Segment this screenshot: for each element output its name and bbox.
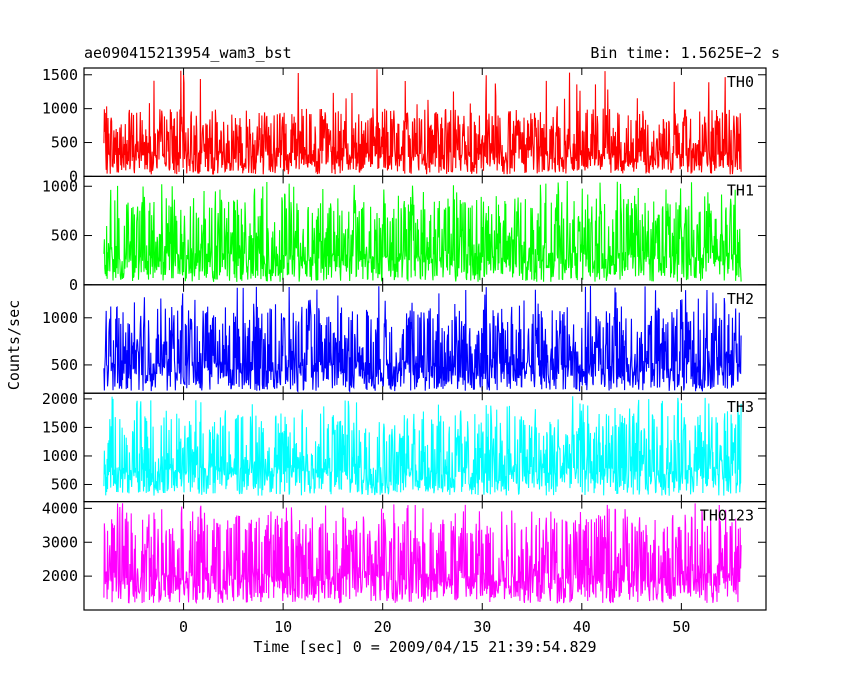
panel-name-label: TH2 xyxy=(727,290,754,308)
y-tick-label: 1000 xyxy=(42,309,78,327)
y-tick-label: 1000 xyxy=(42,447,78,465)
panel-th0: 0 500 1000 1500 TH0 xyxy=(42,66,767,185)
panel-th0123: 2000 3000 4000 TH0123 xyxy=(42,499,767,611)
y-axis-label: Counts/sec xyxy=(5,299,23,391)
y-tick-label: 500 xyxy=(51,227,78,245)
y-tick-label: 500 xyxy=(51,134,78,152)
panel-name-label: TH1 xyxy=(727,181,754,199)
y-tick-label: 500 xyxy=(51,475,78,493)
y-tick-label: 4000 xyxy=(42,499,78,517)
x-tick-label: 10 xyxy=(274,618,292,636)
panel-name-label: TH3 xyxy=(727,398,754,416)
y-tick-label: 1500 xyxy=(42,66,78,84)
panel-name-label: TH0123 xyxy=(700,507,754,525)
x-axis-label: Time [sec] 0 = 2009/04/15 21:39:54.829 xyxy=(253,638,597,656)
x-tick-label: 0 xyxy=(179,618,188,636)
x-tick-label: 50 xyxy=(672,618,690,636)
x-tick-label: 30 xyxy=(473,618,491,636)
chart-title: ae090415213954_wam3_bst xyxy=(84,44,292,62)
panel-name-label: TH0 xyxy=(727,73,754,91)
y-tick-label: 1000 xyxy=(42,177,78,195)
y-tick-label: 500 xyxy=(51,356,78,374)
y-tick-label: 0 xyxy=(69,167,78,185)
y-tick-label: 1500 xyxy=(42,418,78,436)
series-th1-trace xyxy=(103,180,742,282)
series-th0123-trace xyxy=(103,503,742,605)
series-th3-trace xyxy=(103,396,742,496)
panel-frame xyxy=(83,501,767,611)
y-tick-label: 2000 xyxy=(42,390,78,408)
series-th2-trace xyxy=(103,285,742,394)
x-tick-label: 40 xyxy=(573,618,591,636)
panel-th1: 0 500 1000 TH1 xyxy=(42,175,767,294)
x-tick-label: 20 xyxy=(374,618,392,636)
panel-th2: 500 1000 TH2 xyxy=(42,284,767,394)
bin-time-label: Bin time: 1.5625E−2 s xyxy=(590,44,780,62)
y-tick-label: 1000 xyxy=(42,100,78,118)
y-tick-label: 0 xyxy=(69,276,78,294)
panel-th3: 500 1000 1500 2000 TH3 xyxy=(42,390,767,503)
y-tick-label: 3000 xyxy=(42,533,78,551)
series-th0-trace xyxy=(103,69,742,175)
y-tick-label: 2000 xyxy=(42,567,78,585)
